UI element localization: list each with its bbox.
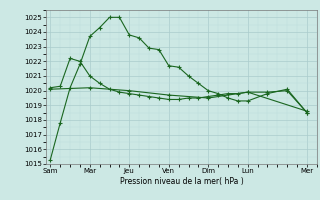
X-axis label: Pression niveau de la mer( hPa ): Pression niveau de la mer( hPa )	[120, 177, 244, 186]
